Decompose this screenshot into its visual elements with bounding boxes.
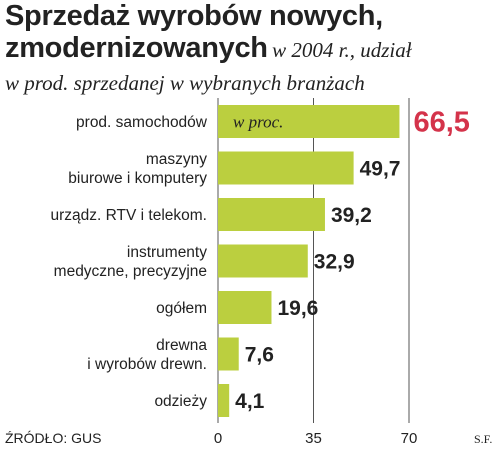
x-tick-label: 0	[214, 430, 222, 447]
bar-3	[218, 244, 308, 278]
bar-2	[218, 198, 325, 231]
bar-4	[218, 291, 272, 324]
bar-1	[218, 151, 354, 185]
value-label: 7,6	[245, 344, 274, 367]
bar-5	[218, 337, 239, 371]
category-label: prod. samochodów	[76, 114, 208, 131]
chart-subtitle-part-1: w 2004 r., udział	[272, 38, 412, 62]
value-label: 19,6	[277, 297, 318, 320]
x-tick-label: 35	[305, 430, 322, 447]
chart-subtitle-part-2: w prod. sprzedanej w wybranych branżach	[5, 71, 365, 95]
author-initials: S.F.	[474, 432, 492, 446]
x-tick-label: 70	[401, 430, 418, 447]
value-label: 66,5	[413, 107, 469, 139]
category-label: medyczne, precyzyjne	[54, 263, 207, 280]
category-label: urządz. RTV i telekom.	[51, 207, 208, 224]
category-label: instrumenty	[127, 244, 207, 261]
value-label: 49,7	[360, 158, 401, 181]
bar-6	[218, 384, 230, 417]
category-label: odzieży	[154, 393, 207, 410]
category-label: maszyny	[146, 151, 207, 168]
value-label: 32,9	[314, 251, 355, 274]
value-label: 39,2	[331, 204, 372, 227]
value-label: 4,1	[235, 390, 265, 413]
chart-title-block: Sprzedaż wyrobów nowych, zmodernizowanyc…	[5, 0, 497, 97]
bar-0	[218, 105, 400, 138]
chart-title-line-2: zmodernizowanych	[5, 32, 268, 64]
category-label: i wyrobów drewn.	[87, 356, 207, 373]
category-label: biurowe i komputery	[68, 170, 207, 187]
source-note: ŹRÓDŁO: GUS	[5, 430, 101, 446]
chart-title-line-1: Sprzedaż wyrobów nowych,	[5, 0, 383, 32]
category-label: drewna	[156, 337, 207, 354]
chart-title-line-2-row: zmodernizowanych w 2004 r., udział	[5, 32, 497, 69]
category-label: ogółem	[156, 300, 207, 317]
unit-label: w proc.	[233, 113, 283, 132]
